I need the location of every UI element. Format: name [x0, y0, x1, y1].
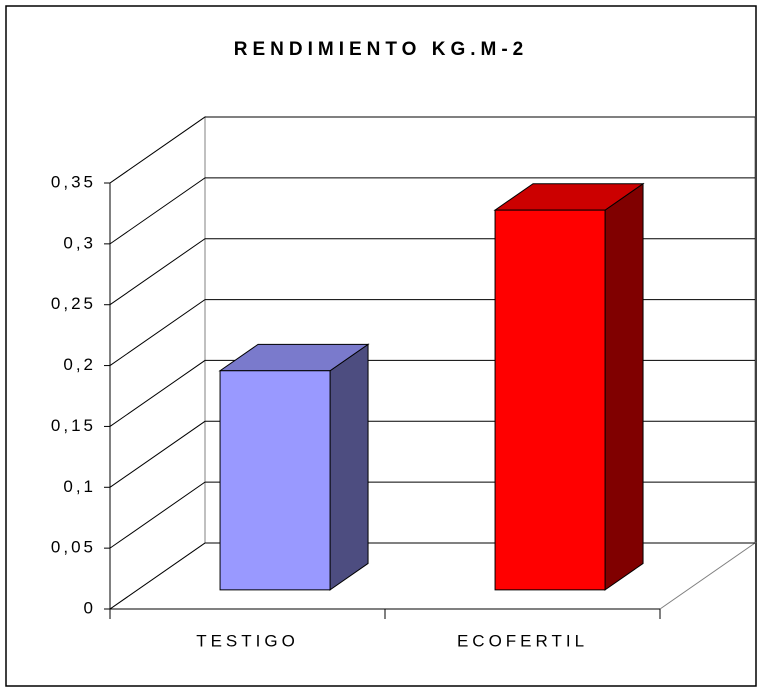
x-tick-label: TESTIGO — [196, 631, 299, 650]
bar-side — [329, 343, 369, 591]
y-tick-label: 0 — [84, 598, 96, 617]
side-wall — [109, 116, 206, 610]
chart-title: RENDIMIENTO KG.M-2 — [234, 39, 528, 60]
y-tick-label: 0,35 — [51, 172, 96, 191]
y-tick-label: 0,05 — [51, 538, 96, 557]
bar — [219, 370, 331, 591]
bar — [494, 209, 606, 591]
y-tick-label: 0,2 — [63, 355, 96, 374]
grid-line — [109, 177, 755, 245]
y-tick-label: 0,1 — [63, 477, 96, 496]
floor — [108, 542, 757, 610]
y-tick-label: 0,15 — [51, 416, 96, 435]
y-tick-label: 0,25 — [51, 294, 96, 313]
x-tick-label: ECOFERTIL — [457, 631, 588, 650]
grid-line — [109, 116, 755, 184]
bar-side — [604, 182, 644, 591]
y-tick-label: 0,3 — [63, 233, 96, 252]
